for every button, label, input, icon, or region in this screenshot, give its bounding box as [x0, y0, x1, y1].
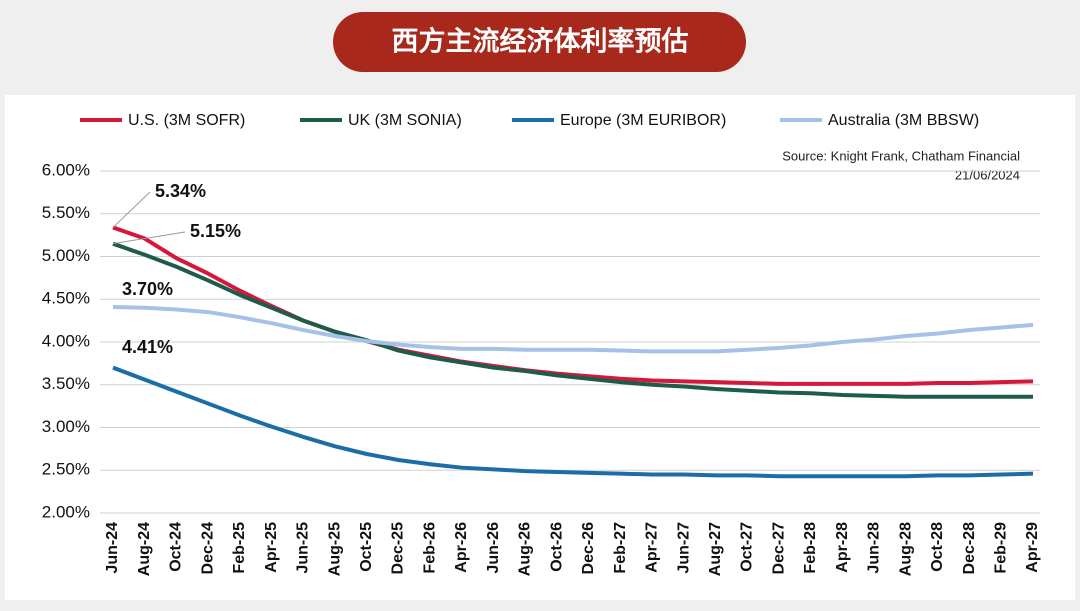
x-tick-label: Aug-28 [897, 522, 914, 576]
x-tick-label: Jun-27 [675, 522, 692, 574]
data-label: 5.34% [155, 181, 206, 201]
x-tick-label: Dec-25 [390, 522, 407, 575]
x-tick-label: Dec-26 [580, 522, 597, 575]
x-tick-label: Jun-24 [104, 522, 121, 574]
y-tick-label: 4.50% [42, 289, 90, 308]
y-tick-label: 2.50% [42, 460, 90, 479]
x-tick-label: Oct-25 [358, 522, 375, 572]
x-tick-label: Apr-28 [834, 522, 851, 573]
legend-label: Australia (3M BBSW) [828, 112, 979, 129]
source: Source: Knight Frank, Chatham Financial [782, 148, 1020, 163]
panel [5, 95, 1075, 600]
leader-line [112, 231, 186, 245]
y-tick-label: 3.50% [42, 374, 90, 393]
x-tick-label: Apr-26 [453, 522, 470, 573]
y-tick-label: 5.50% [42, 203, 90, 222]
x-tick-label: Aug-26 [517, 522, 534, 576]
x-tick-label: Oct-24 [168, 522, 185, 572]
x-tick-label: Dec-28 [961, 522, 978, 575]
data-label: 3.70% [122, 279, 173, 299]
y-tick-label: 6.00% [42, 160, 90, 179]
x-tick-label: Oct-26 [548, 522, 565, 572]
series-line [112, 365, 1034, 479]
x-tick-label: Jun-25 [295, 522, 312, 574]
y-tick-label: 2.00% [42, 502, 90, 521]
series-line [112, 304, 1034, 354]
legend-label: Europe (3M EURIBOR) [560, 112, 726, 129]
x-tick-label: Apr-27 [644, 522, 661, 573]
y-tick-label: 4.00% [42, 331, 90, 350]
x-tick-label: Feb-25 [231, 522, 248, 574]
date: 21/06/2024 [955, 167, 1020, 182]
x-tick-label: Feb-29 [992, 522, 1009, 574]
title-banner [333, 12, 746, 72]
x-tick-label: Feb-26 [421, 522, 438, 574]
x-tick-label: Oct-28 [929, 522, 946, 572]
y-tick-label: 3.00% [42, 417, 90, 436]
series-line [112, 241, 1033, 399]
legend-label: UK (3M SONIA) [348, 112, 462, 129]
x-tick-label: Apr-29 [1024, 522, 1041, 573]
x-tick-label: Dec-24 [199, 522, 216, 575]
x-tick-label: Oct-27 [739, 522, 756, 572]
x-tick-label: Feb-27 [612, 522, 629, 574]
x-tick-label: Jun-28 [866, 522, 883, 574]
x-tick-label: Aug-24 [136, 522, 153, 576]
x-tick-label: Aug-25 [326, 522, 343, 576]
legend-label: U.S. (3M SOFR) [128, 112, 245, 129]
x-tick-label: Apr-25 [263, 522, 280, 573]
x-tick-label: Aug-27 [707, 522, 724, 576]
leader-line [112, 191, 151, 228]
data-label: 5.15% [190, 221, 241, 241]
y-tick-label: 5.00% [42, 246, 90, 265]
x-tick-label: Jun-26 [485, 522, 502, 574]
chart-title: 西方主流经济体利率预估 [392, 26, 689, 58]
x-tick-label: Dec-27 [770, 522, 787, 575]
data-label: 4.41% [122, 337, 173, 357]
x-tick-label: Feb-28 [802, 522, 819, 574]
